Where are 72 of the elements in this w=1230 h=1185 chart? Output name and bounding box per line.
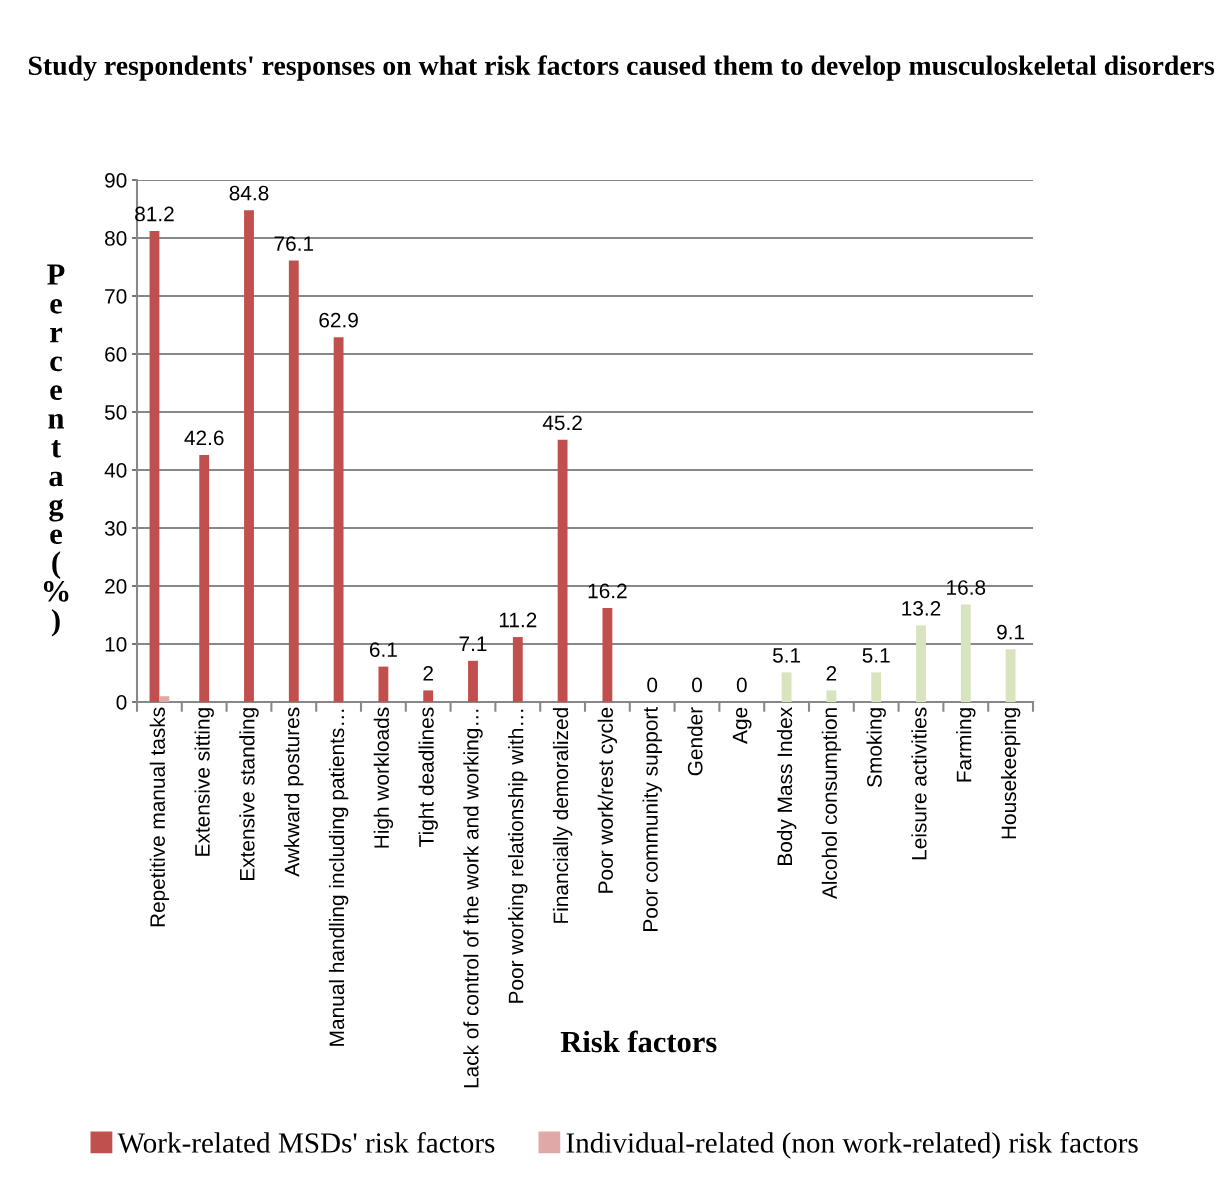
- bar: [333, 337, 344, 702]
- y-tick-label: 30: [104, 521, 127, 536]
- data-label: 13.2: [902, 601, 941, 616]
- data-label: 42.6: [184, 430, 224, 446]
- bar: [557, 439, 568, 702]
- x-tick-label: Financially demoralized: [552, 708, 573, 923]
- x-tick-label: Tight deadlines: [418, 707, 438, 847]
- data-label: 9.1: [997, 624, 1025, 640]
- x-tick-label: Manual handling including patients…: [328, 709, 349, 1046]
- bar: [199, 454, 210, 702]
- y-tick-label: 0: [116, 695, 127, 710]
- bar: [423, 690, 434, 702]
- data-label: 16.2: [588, 583, 627, 599]
- x-tick-label: Poor working relationship with…: [508, 709, 528, 1003]
- legend-label: Individual-related (non work-related) risk factors: [566, 1132, 1138, 1159]
- y-tick-label: 70: [105, 289, 127, 304]
- data-label: 6.1: [369, 642, 397, 657]
- bar: [1005, 649, 1016, 702]
- data-label: 5.1: [772, 648, 801, 663]
- x-tick-label: Poor community support: [642, 707, 662, 931]
- x-tick-label: Alcohol consumption: [821, 708, 842, 900]
- x-tick-label: Housekeeping: [1000, 708, 1021, 839]
- data-label: 5.1: [862, 648, 890, 663]
- x-tick-label: High workloads: [373, 707, 394, 848]
- bar: [244, 210, 254, 702]
- data-label: 45.2: [542, 415, 582, 431]
- y-tick-label: 10: [105, 637, 127, 652]
- data-label: 7.1: [459, 636, 487, 651]
- x-tick-label: Gender: [687, 707, 703, 776]
- data-label: 62.9: [319, 312, 358, 328]
- bar: [468, 660, 478, 702]
- data-label: 0: [692, 677, 702, 693]
- data-label: 16.8: [947, 580, 986, 595]
- data-label: 11.2: [499, 612, 537, 628]
- data-label: 84.8: [229, 185, 269, 201]
- x-tick-label: Repetitive manual tasks: [149, 707, 170, 927]
- x-tick-label: Farming: [956, 708, 976, 782]
- bar: [378, 666, 389, 702]
- x-tick-label: Body Mass Index: [776, 707, 797, 865]
- bar: [826, 690, 837, 702]
- y-tick-label: 40: [104, 463, 127, 478]
- bar: [960, 604, 971, 702]
- x-tick-label: Smoking: [866, 708, 886, 787]
- bar: [159, 696, 170, 702]
- y-tick-label: 90: [105, 173, 127, 188]
- x-tick-label: Extensive standing: [239, 708, 259, 881]
- data-label: 0: [647, 677, 658, 693]
- text: Percentage (%): [43, 264, 69, 637]
- chart-title: Study respondents' responses on what risk factors caused them to develop musculoskeletal disorders: [28, 55, 1215, 81]
- x-tick-label: Extensive sitting: [194, 708, 214, 856]
- bar: [871, 672, 882, 702]
- bar: [288, 260, 299, 702]
- data-label: 2: [826, 665, 837, 681]
- y-tick-label: 80: [105, 231, 127, 246]
- data-label: 2: [423, 665, 433, 681]
- x-tick-label: Lack of control of the work and working…: [463, 709, 483, 1088]
- bar: [916, 625, 926, 702]
- data-label: 81.2: [135, 206, 174, 222]
- x-tick-label: Awkward postures: [284, 707, 304, 877]
- y-tick-label: 20: [105, 579, 127, 594]
- y-tick-label: 50: [104, 405, 127, 420]
- x-axis-title: Risk factors: [560, 1030, 717, 1053]
- data-label: 76.1: [274, 236, 314, 251]
- x-tick-label: Leisure activities: [911, 707, 927, 860]
- data-label: 0: [736, 677, 747, 693]
- legend-label: Work-related MSDs' risk factors: [117, 1132, 495, 1153]
- bar: [602, 608, 613, 702]
- x-tick-label: Poor work/rest cycle: [597, 707, 618, 893]
- bar: [512, 637, 523, 702]
- y-tick-label: 60: [105, 347, 127, 362]
- x-tick-label: Age: [732, 707, 752, 744]
- bar: [781, 672, 792, 702]
